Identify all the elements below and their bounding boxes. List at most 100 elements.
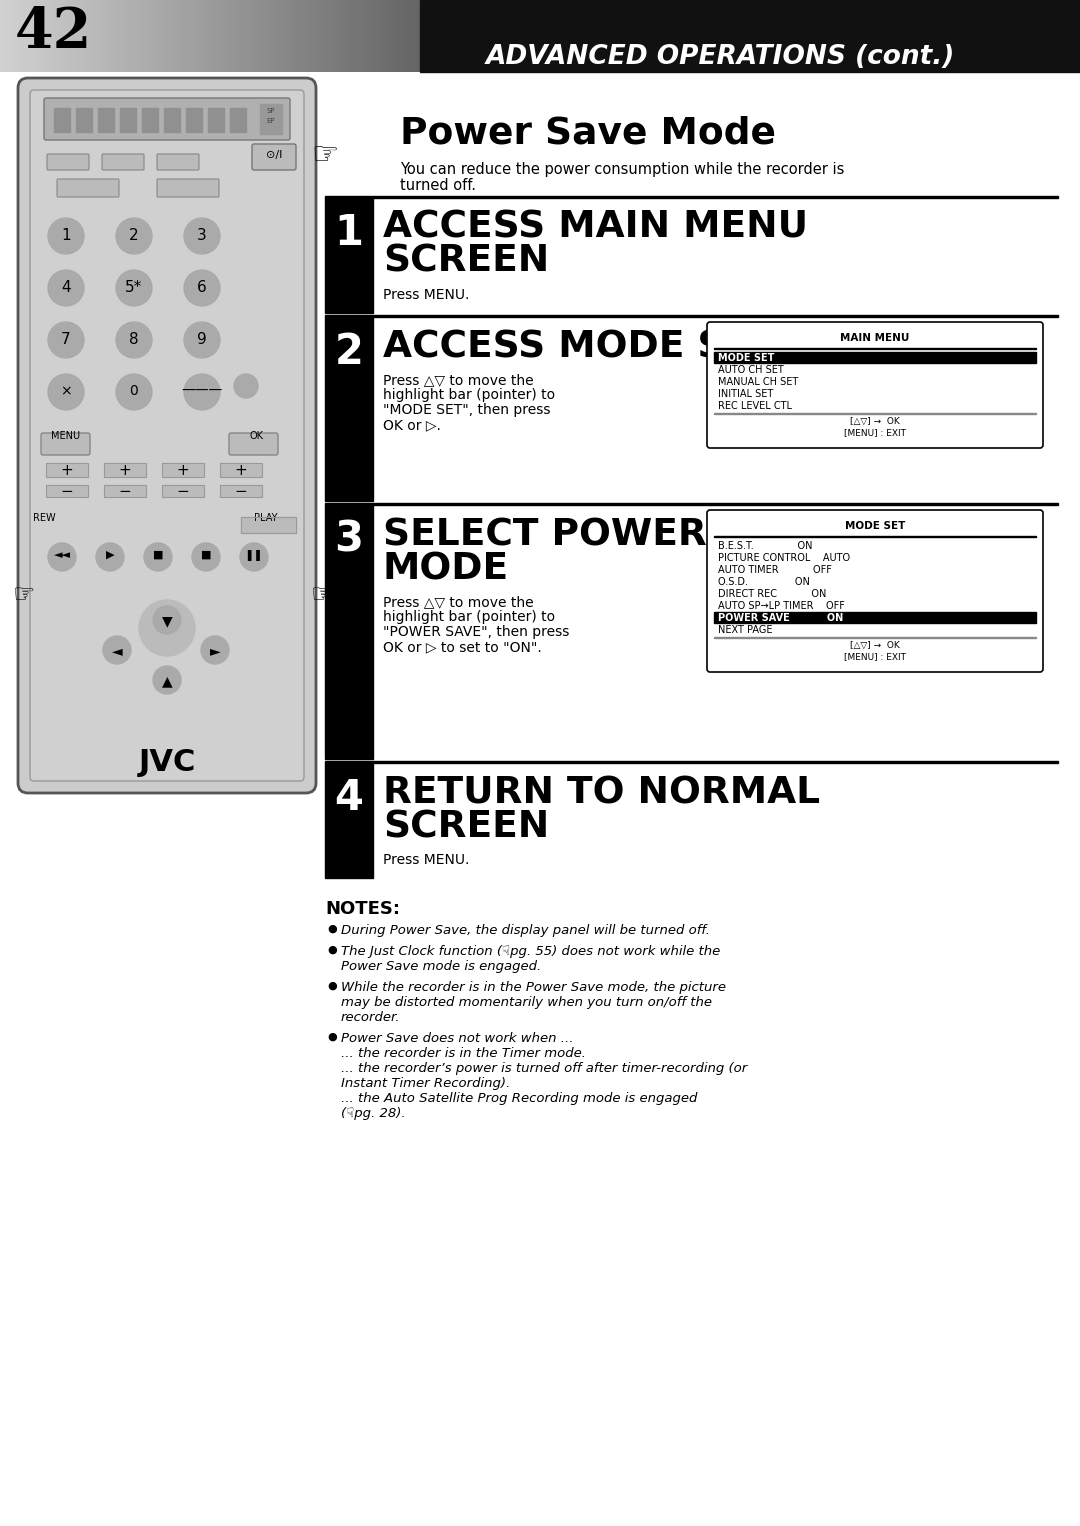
Bar (626, 0, 631, 72)
Bar (457, 0, 462, 72)
Bar (724, 0, 728, 72)
Bar (990, 0, 995, 72)
Bar (1001, 0, 1005, 72)
Bar (554, 0, 559, 72)
FancyBboxPatch shape (41, 433, 90, 455)
Text: −: − (60, 484, 73, 499)
Bar (403, 0, 408, 72)
Bar (76, 108, 92, 133)
Bar (65, 0, 69, 72)
Text: SELECT POWER SAVE: SELECT POWER SAVE (383, 517, 828, 552)
Bar (421, 0, 426, 72)
Bar (256, 0, 260, 72)
Bar (435, 0, 441, 72)
Bar (216, 0, 220, 72)
Bar (162, 462, 204, 478)
Bar (79, 0, 84, 72)
Bar (785, 0, 789, 72)
Bar (500, 0, 505, 72)
Circle shape (184, 218, 220, 253)
Bar (699, 0, 703, 72)
Bar (187, 0, 192, 72)
Bar (446, 0, 451, 72)
Bar (770, 0, 775, 72)
Bar (964, 0, 970, 72)
Bar (234, 0, 239, 72)
Bar (396, 0, 401, 72)
FancyBboxPatch shape (707, 322, 1043, 449)
Text: ❚❚: ❚❚ (245, 549, 264, 562)
Text: SCREEN: SCREEN (383, 809, 550, 845)
Bar (284, 0, 289, 72)
Text: Power Save Mode: Power Save Mode (400, 114, 777, 151)
Bar (468, 0, 473, 72)
Bar (1029, 0, 1035, 72)
Bar (1066, 0, 1070, 72)
Bar (608, 0, 613, 72)
Bar (688, 0, 692, 72)
Circle shape (184, 374, 220, 410)
Bar (219, 0, 225, 72)
Bar (950, 0, 955, 72)
Bar (774, 0, 779, 72)
Bar (126, 0, 131, 72)
Bar (227, 0, 231, 72)
Bar (18, 0, 23, 72)
Bar (378, 0, 382, 72)
Bar (684, 0, 689, 72)
Bar (43, 0, 48, 72)
FancyBboxPatch shape (57, 179, 119, 197)
Bar (532, 0, 538, 72)
Text: ●: ● (327, 981, 337, 990)
Bar (1072, 0, 1078, 72)
Bar (753, 0, 757, 72)
Bar (677, 0, 681, 72)
Bar (969, 0, 973, 72)
Bar (194, 0, 199, 72)
FancyBboxPatch shape (18, 78, 316, 794)
Text: 4: 4 (335, 777, 364, 819)
Text: DIRECT REC           ON: DIRECT REC ON (718, 589, 826, 600)
Bar (694, 0, 700, 72)
Bar (896, 0, 901, 72)
Text: POWER SAVE           ON: POWER SAVE ON (718, 613, 843, 623)
Bar (325, 763, 373, 877)
Bar (364, 0, 368, 72)
Bar (813, 0, 819, 72)
Text: During Power Save, the display panel will be turned off.: During Power Save, the display panel wil… (341, 925, 710, 937)
Bar (872, 0, 876, 72)
Text: 1: 1 (62, 227, 71, 243)
Circle shape (184, 270, 220, 307)
Bar (14, 0, 19, 72)
Circle shape (48, 543, 76, 571)
Bar (224, 0, 228, 72)
Bar (8, 0, 12, 72)
Bar (238, 0, 242, 72)
Bar (864, 0, 868, 72)
Bar (958, 0, 962, 72)
Text: MODE SET: MODE SET (718, 353, 774, 363)
Bar (543, 0, 549, 72)
Bar (367, 0, 372, 72)
Bar (540, 0, 544, 72)
Bar (375, 0, 379, 72)
Bar (259, 0, 264, 72)
Bar (62, 0, 66, 72)
Bar (893, 0, 897, 72)
Bar (569, 0, 573, 72)
Bar (295, 0, 300, 72)
Bar (72, 0, 77, 72)
Bar (630, 0, 635, 72)
Bar (835, 0, 840, 72)
Text: MODE SET: MODE SET (845, 520, 905, 531)
Bar (108, 0, 112, 72)
Bar (759, 0, 765, 72)
FancyBboxPatch shape (48, 154, 89, 169)
Bar (151, 0, 156, 72)
Bar (262, 0, 268, 72)
Text: 4: 4 (62, 279, 71, 295)
Bar (159, 0, 163, 72)
Text: [△▽] →  OK: [△▽] → OK (850, 417, 900, 426)
Bar (716, 0, 721, 72)
Text: AUTO TIMER           OFF: AUTO TIMER OFF (718, 565, 832, 575)
